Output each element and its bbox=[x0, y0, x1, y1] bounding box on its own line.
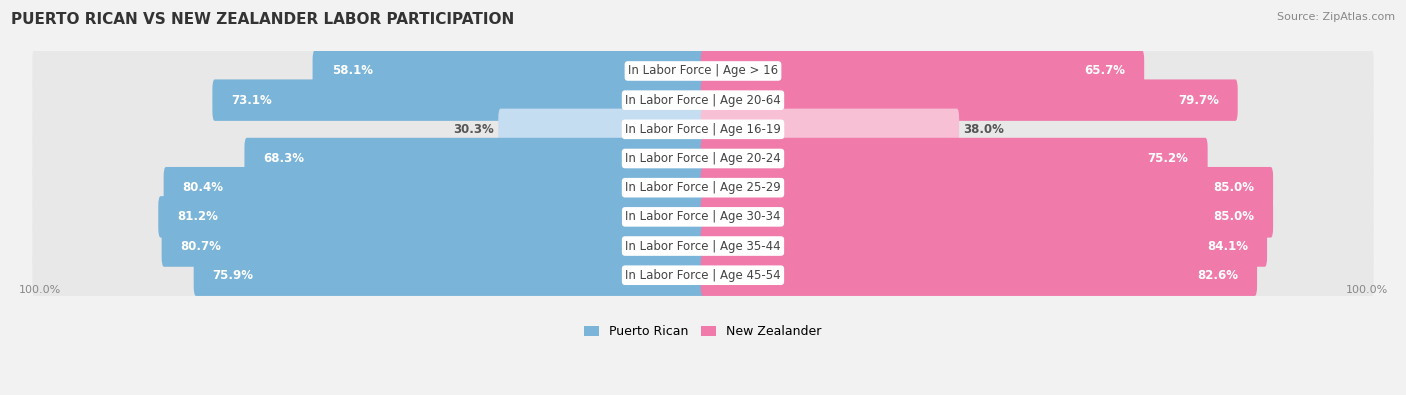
FancyBboxPatch shape bbox=[700, 138, 1208, 179]
FancyBboxPatch shape bbox=[245, 138, 706, 179]
FancyBboxPatch shape bbox=[32, 107, 1374, 152]
Text: 65.7%: 65.7% bbox=[1084, 64, 1125, 77]
Text: 85.0%: 85.0% bbox=[1213, 181, 1254, 194]
Text: In Labor Force | Age 35-44: In Labor Force | Age 35-44 bbox=[626, 239, 780, 252]
Text: In Labor Force | Age 45-54: In Labor Force | Age 45-54 bbox=[626, 269, 780, 282]
FancyBboxPatch shape bbox=[32, 48, 1374, 94]
Text: 58.1%: 58.1% bbox=[332, 64, 373, 77]
Legend: Puerto Rican, New Zealander: Puerto Rican, New Zealander bbox=[579, 320, 827, 343]
FancyBboxPatch shape bbox=[32, 165, 1374, 211]
Text: 85.0%: 85.0% bbox=[1213, 211, 1254, 223]
Text: In Labor Force | Age > 16: In Labor Force | Age > 16 bbox=[628, 64, 778, 77]
FancyBboxPatch shape bbox=[32, 77, 1374, 123]
FancyBboxPatch shape bbox=[32, 252, 1374, 298]
FancyBboxPatch shape bbox=[32, 194, 1374, 240]
Text: Source: ZipAtlas.com: Source: ZipAtlas.com bbox=[1277, 12, 1395, 22]
Text: 38.0%: 38.0% bbox=[963, 123, 1004, 136]
Text: 75.9%: 75.9% bbox=[212, 269, 253, 282]
Text: 79.7%: 79.7% bbox=[1178, 94, 1219, 107]
FancyBboxPatch shape bbox=[498, 109, 706, 150]
FancyBboxPatch shape bbox=[700, 50, 1144, 92]
Text: 73.1%: 73.1% bbox=[232, 94, 273, 107]
Text: 81.2%: 81.2% bbox=[177, 211, 218, 223]
FancyBboxPatch shape bbox=[32, 223, 1374, 269]
FancyBboxPatch shape bbox=[700, 254, 1257, 296]
Text: 100.0%: 100.0% bbox=[1346, 285, 1388, 295]
FancyBboxPatch shape bbox=[162, 225, 706, 267]
Text: In Labor Force | Age 25-29: In Labor Force | Age 25-29 bbox=[626, 181, 780, 194]
Text: 80.7%: 80.7% bbox=[180, 239, 222, 252]
Text: In Labor Force | Age 16-19: In Labor Force | Age 16-19 bbox=[626, 123, 780, 136]
FancyBboxPatch shape bbox=[194, 254, 706, 296]
FancyBboxPatch shape bbox=[700, 196, 1272, 237]
FancyBboxPatch shape bbox=[700, 225, 1267, 267]
FancyBboxPatch shape bbox=[700, 167, 1272, 209]
Text: 82.6%: 82.6% bbox=[1197, 269, 1239, 282]
FancyBboxPatch shape bbox=[32, 136, 1374, 181]
Text: 80.4%: 80.4% bbox=[183, 181, 224, 194]
Text: 75.2%: 75.2% bbox=[1147, 152, 1188, 165]
FancyBboxPatch shape bbox=[163, 167, 706, 209]
FancyBboxPatch shape bbox=[312, 50, 706, 92]
Text: 30.3%: 30.3% bbox=[453, 123, 494, 136]
Text: PUERTO RICAN VS NEW ZEALANDER LABOR PARTICIPATION: PUERTO RICAN VS NEW ZEALANDER LABOR PART… bbox=[11, 12, 515, 27]
Text: In Labor Force | Age 20-24: In Labor Force | Age 20-24 bbox=[626, 152, 780, 165]
FancyBboxPatch shape bbox=[700, 109, 959, 150]
Text: 68.3%: 68.3% bbox=[263, 152, 305, 165]
FancyBboxPatch shape bbox=[700, 79, 1237, 121]
FancyBboxPatch shape bbox=[212, 79, 706, 121]
Text: 84.1%: 84.1% bbox=[1208, 239, 1249, 252]
Text: In Labor Force | Age 30-34: In Labor Force | Age 30-34 bbox=[626, 211, 780, 223]
FancyBboxPatch shape bbox=[159, 196, 706, 237]
Text: 100.0%: 100.0% bbox=[18, 285, 60, 295]
Text: In Labor Force | Age 20-64: In Labor Force | Age 20-64 bbox=[626, 94, 780, 107]
